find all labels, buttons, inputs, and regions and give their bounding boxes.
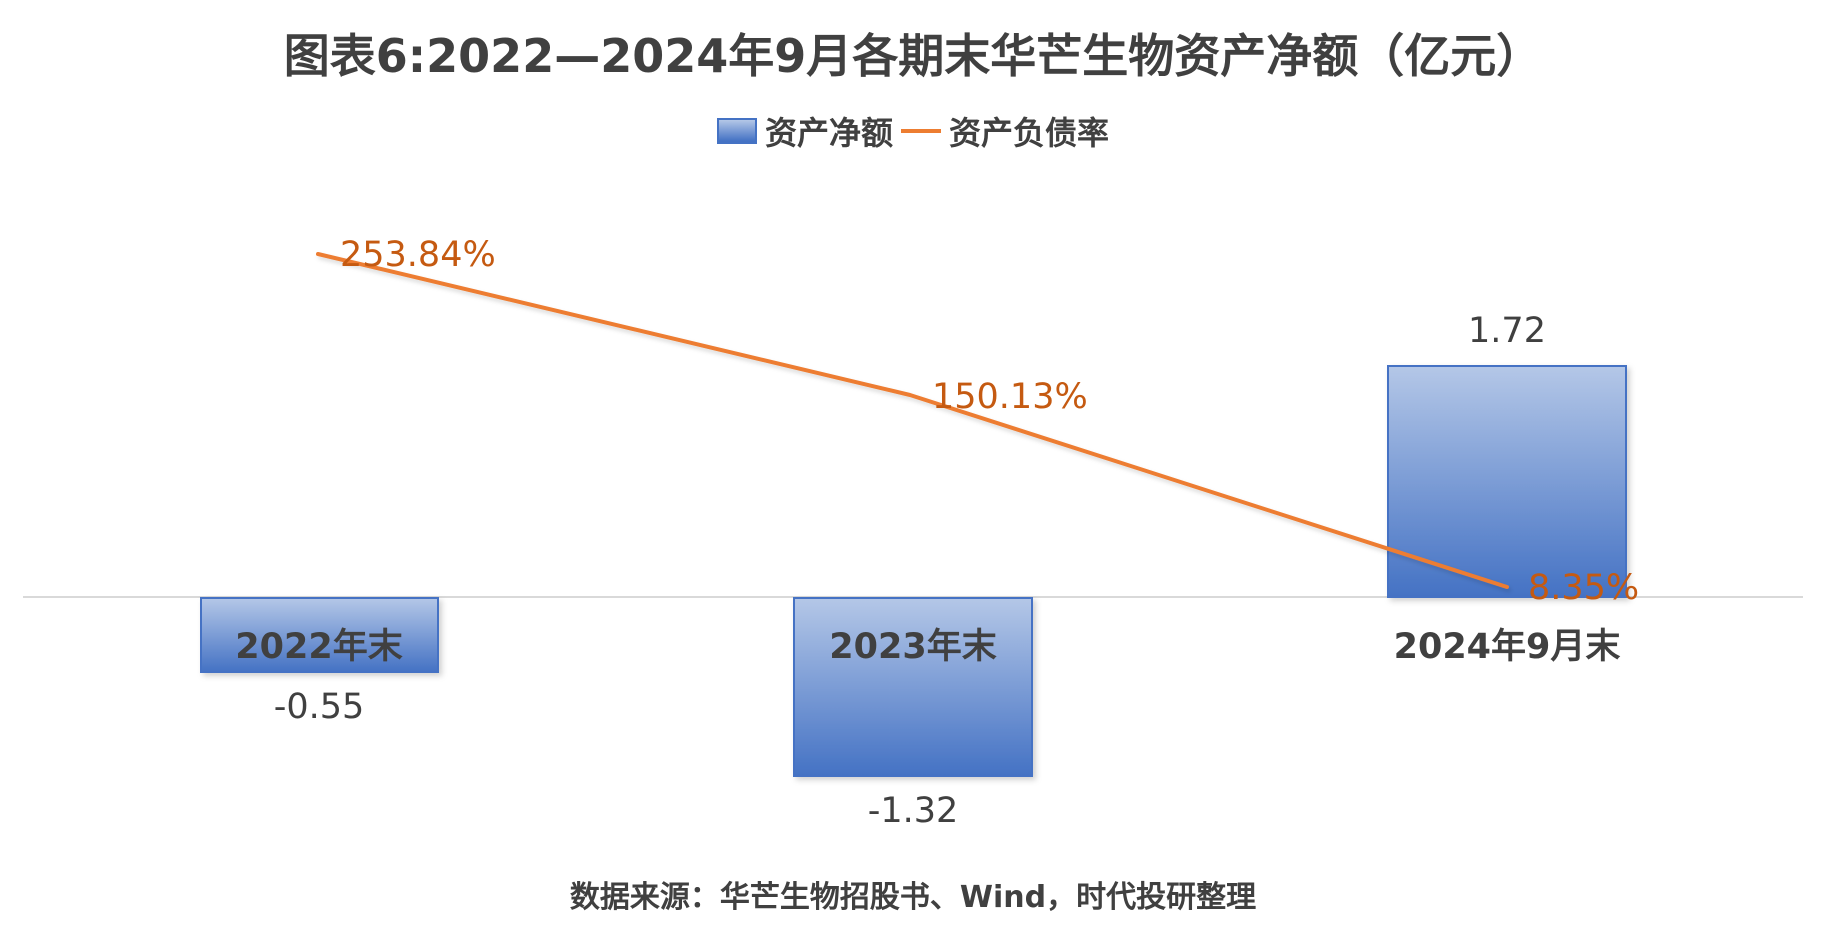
debt-ratio-line <box>316 252 1509 589</box>
chart-title: 图表6:2022—2024年9月各期末华芒生物资产净额（亿元） <box>283 29 1543 83</box>
legend-item-net-assets: 资产净额 <box>716 108 893 154</box>
bar-value-2022: -0.55 <box>274 687 365 727</box>
legend-label-net-assets: 资产净额 <box>764 114 893 152</box>
bar-value-2024-sep: 1.72 <box>1468 311 1546 351</box>
bar-2022 <box>200 597 439 673</box>
line-value-2023: 150.13% <box>932 377 1088 417</box>
category-label-2022: 2022年末 <box>235 627 402 667</box>
chart-legend: 资产净额 资产负债率 <box>0 108 1826 154</box>
line-value-2024-sep: 8.35% <box>1528 568 1639 608</box>
bar-2024-sep <box>1387 365 1627 598</box>
source-note: 数据来源：华芒生物招股书、Wind，时代投研整理 <box>569 880 1257 915</box>
line-swatch-icon <box>901 129 941 133</box>
bar-value-2023: -1.32 <box>868 791 959 831</box>
bar-swatch-icon <box>716 118 757 144</box>
category-label-2023: 2023年末 <box>829 627 996 667</box>
bar-2023 <box>793 597 1033 777</box>
legend-label-debt-ratio: 资产负债率 <box>949 114 1110 152</box>
legend-item-debt-ratio: 资产负债率 <box>901 108 1109 154</box>
category-label-2024-sep: 2024年9月末 <box>1394 627 1621 667</box>
line-value-2022: 253.84% <box>340 235 496 275</box>
